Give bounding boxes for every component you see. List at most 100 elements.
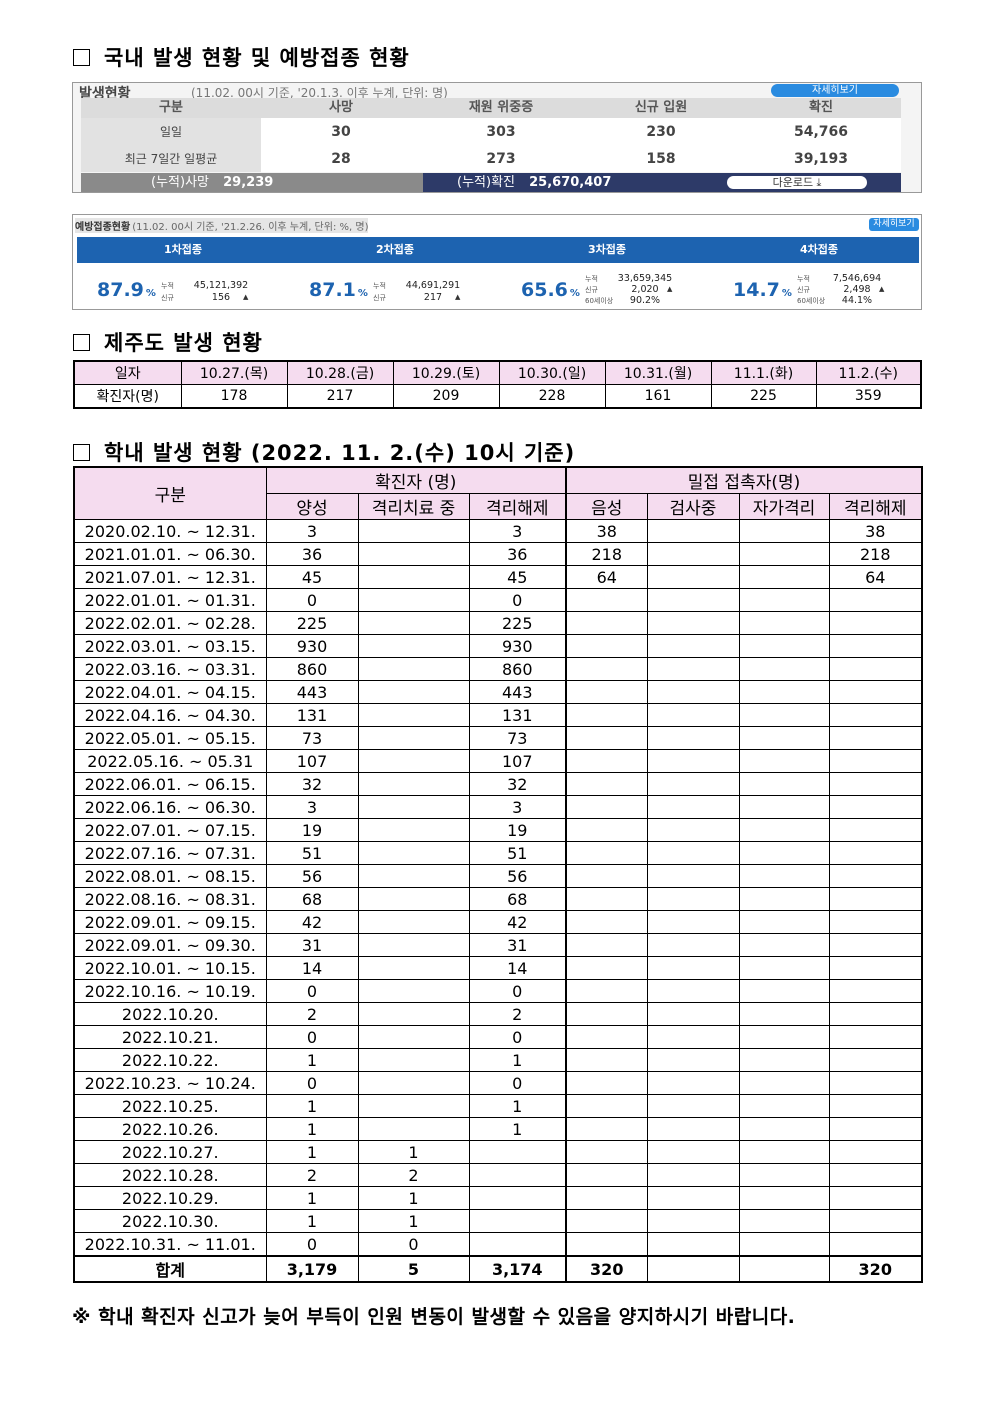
item-value: 33,659,345	[617, 273, 673, 284]
table-cell: 2022.10.26.	[73, 1117, 267, 1141]
table-cell: 3,174	[468, 1255, 567, 1283]
cell: 230	[581, 118, 741, 145]
table-cell	[646, 565, 740, 589]
table-cell	[738, 703, 830, 727]
table-cell	[738, 933, 830, 957]
table-cell	[828, 1094, 923, 1118]
table-cell	[357, 910, 470, 934]
dose-rate: 65.6%	[521, 279, 580, 301]
value: 25,670,407	[529, 175, 612, 190]
table-cell	[828, 956, 923, 980]
table-row: 2022.10.20. 2 2	[73, 1002, 923, 1026]
table-row: 2022.06.16. ~ 06.30. 3 3	[73, 795, 923, 819]
table-cell: 51	[468, 841, 567, 865]
item-label: 누적	[585, 275, 598, 283]
table-cell: 1	[468, 1094, 567, 1118]
table-cell: 3	[265, 795, 359, 819]
table-cell	[565, 611, 648, 635]
table-cell	[646, 703, 740, 727]
item-value: 2,498	[843, 284, 871, 295]
table-cell: 51	[265, 841, 359, 865]
table-cell: 443	[468, 680, 567, 704]
label: (누적)사망	[151, 175, 209, 190]
item-value: 45,121,392	[193, 280, 249, 291]
table-cell	[468, 1209, 567, 1233]
header-cell: 구분	[81, 98, 261, 118]
table-cell: 1	[357, 1140, 470, 1164]
item-value: 44,691,291	[405, 280, 461, 291]
table-cell	[738, 1048, 830, 1072]
table-cell: 10.29.(토)	[392, 360, 500, 385]
panel-subtitle: (11.02. 00시 기준, '20.1.3. 이후 누계, 단위: 명)	[191, 86, 448, 100]
table-cell: 107	[265, 749, 359, 773]
table-cell: 2022.10.31. ~ 11.01.	[73, 1232, 267, 1257]
table-cell	[357, 979, 470, 1003]
table-cell	[828, 749, 923, 773]
table-cell	[357, 1025, 470, 1049]
detail-button[interactable]: 자세히보기	[771, 84, 899, 97]
cumulative-cases: (누적)확진 25,670,407 다운로드 ⤓	[423, 173, 901, 192]
table-cell	[565, 979, 648, 1003]
header-cell: 신규 입원	[581, 98, 741, 118]
table-row: 2022.09.01. ~ 09.30. 31 31	[73, 933, 923, 957]
table-cell	[738, 910, 830, 934]
table-cell: 10.27.(목)	[180, 360, 288, 385]
table-cell	[738, 1255, 830, 1283]
table-cell: 443	[265, 680, 359, 704]
table-cell	[738, 1163, 830, 1187]
item-label: 신규	[161, 294, 174, 302]
table-cell: 36	[468, 542, 567, 566]
table-cell	[357, 1117, 470, 1141]
table-cell: 2022.08.01. ~ 08.15.	[73, 864, 267, 888]
table-cell	[738, 1232, 830, 1257]
table-cell: 0	[265, 1025, 359, 1049]
table-cell	[646, 1209, 740, 1233]
table-cell: 10.31.(월)	[604, 360, 712, 385]
header-cell: 재원 위중증	[421, 98, 581, 118]
table-cell: 0	[468, 1071, 567, 1095]
table-cell	[565, 634, 648, 658]
table-cell: 42	[265, 910, 359, 934]
item-value: 7,546,694	[832, 273, 882, 284]
table-cell	[357, 611, 470, 635]
table-cell	[828, 703, 923, 727]
footnote: ※ 학내 확진자 신고가 늦어 부득이 인원 변동이 발생할 수 있음을 양지하…	[72, 1306, 796, 1328]
table-cell	[646, 864, 740, 888]
table-cell: 38	[565, 519, 648, 543]
table-cell	[828, 726, 923, 750]
table-cell: 11.2.(수)	[815, 360, 922, 385]
table-cell	[646, 1071, 740, 1095]
table-cell: 161	[604, 384, 712, 409]
table-cell	[828, 1048, 923, 1072]
table-row: 2022.10.31. ~ 11.01. 0 0	[73, 1232, 923, 1257]
table-cell: 2	[468, 1002, 567, 1026]
checkbox-icon	[73, 48, 90, 66]
up-arrow-icon: ▲	[667, 285, 673, 293]
rate-value: 87.9	[97, 279, 144, 301]
table-cell	[828, 634, 923, 658]
panel-subtitle: (11.02. 00시 기준, '21.2.26. 이후 누계, 단위: %, …	[132, 222, 369, 233]
up-arrow-icon: ▲	[455, 293, 461, 301]
table-cell	[565, 726, 648, 750]
table-cell	[828, 1140, 923, 1164]
table-row: 2022.03.01. ~ 03.15. 930 930	[73, 634, 923, 658]
title-text: 학내 발생 현황 (2022. 11. 2.(수) 10시 기준)	[104, 441, 576, 465]
download-button[interactable]: 다운로드 ⤓	[727, 176, 867, 189]
table-row: 2022.07.01. ~ 07.15. 19 19	[73, 818, 923, 842]
table-cell	[738, 1002, 830, 1026]
table-cell	[738, 864, 830, 888]
table-row: 2022.07.16. ~ 07.31. 51 51	[73, 841, 923, 865]
item-value: 44.1%	[841, 295, 873, 306]
table-cell: 2022.10.28.	[73, 1163, 267, 1187]
rate-value: 14.7	[733, 279, 780, 301]
table-cell: 107	[468, 749, 567, 773]
table-cell	[357, 519, 470, 543]
table-cell	[646, 818, 740, 842]
header-cell: 격리해제	[828, 493, 923, 520]
table-cell	[646, 1255, 740, 1283]
table-cell	[738, 634, 830, 658]
table-cell	[565, 1025, 648, 1049]
detail-button[interactable]: 자세히보기	[869, 218, 919, 231]
table-cell: 31	[468, 933, 567, 957]
table-cell: 3	[265, 519, 359, 543]
